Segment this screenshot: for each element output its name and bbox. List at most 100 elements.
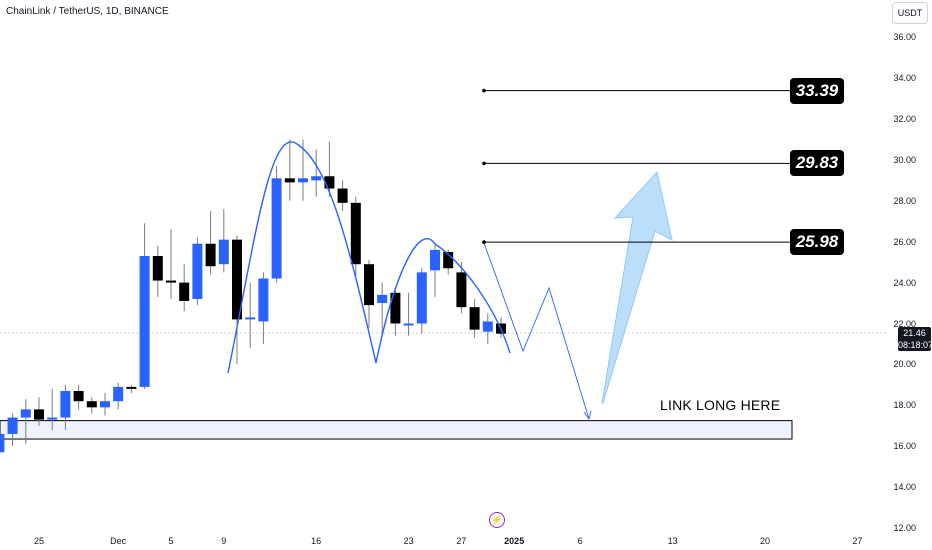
candle-body bbox=[73, 390, 84, 402]
candle-body bbox=[179, 282, 190, 302]
projected-path bbox=[483, 242, 590, 420]
candle-body bbox=[100, 401, 110, 408]
candle-body bbox=[0, 433, 5, 453]
candle-body bbox=[152, 256, 163, 281]
cup-left-curve bbox=[227, 141, 377, 374]
candle bbox=[205, 211, 216, 275]
y-axis-tick: 22.00 bbox=[893, 318, 916, 329]
candle bbox=[311, 149, 322, 197]
candle-body bbox=[192, 243, 203, 299]
candle-body bbox=[126, 386, 137, 389]
x-axis-tick: 27 bbox=[456, 536, 467, 546]
target-label: 25.98 bbox=[790, 229, 844, 256]
candle-body bbox=[443, 251, 454, 269]
bar-countdown: 08:18:07 bbox=[898, 340, 932, 350]
candle bbox=[337, 180, 348, 212]
y-axis-tick: 20.00 bbox=[893, 359, 916, 370]
candle bbox=[258, 272, 269, 344]
chart-title: ChainLink / TetherUS, 1D, BINANCE bbox=[6, 6, 169, 17]
x-axis-tick: 27 bbox=[852, 536, 863, 546]
candle-body bbox=[390, 292, 401, 324]
candle-body bbox=[271, 178, 282, 279]
support-zone bbox=[0, 420, 793, 440]
x-axis-tick: 25 bbox=[33, 536, 45, 546]
candle bbox=[100, 393, 110, 416]
y-axis-tick: 26.00 bbox=[893, 236, 916, 247]
candle bbox=[232, 235, 242, 365]
currency-selector[interactable]: USDT bbox=[892, 2, 928, 24]
candle-body bbox=[456, 272, 467, 308]
candle-body bbox=[430, 249, 440, 271]
long-arrow bbox=[601, 170, 673, 404]
lightning-icon[interactable]: ⚡ bbox=[489, 512, 505, 528]
y-axis-tick: 12.00 bbox=[893, 523, 916, 533]
candle bbox=[377, 282, 388, 334]
candle bbox=[20, 399, 31, 445]
candle-body bbox=[469, 307, 480, 330]
candle-body bbox=[47, 417, 58, 420]
candle-body bbox=[482, 321, 493, 332]
candle bbox=[284, 139, 295, 201]
candle bbox=[364, 260, 374, 328]
y-axis-tick: 18.00 bbox=[893, 400, 916, 411]
candle-body bbox=[166, 280, 176, 283]
x-axis-tick: Dec bbox=[110, 536, 127, 546]
candle bbox=[245, 282, 256, 349]
candle bbox=[166, 229, 176, 299]
current-price-tag: 21.46 08:18:07 bbox=[898, 327, 932, 351]
x-axis-tick: 13 bbox=[667, 536, 678, 546]
y-axis-tick: 24.00 bbox=[893, 277, 916, 288]
candle-body bbox=[34, 409, 44, 420]
x-axis-tick: 23 bbox=[403, 536, 414, 546]
candle bbox=[390, 290, 401, 336]
candle-body bbox=[7, 417, 18, 434]
candle-body bbox=[245, 317, 256, 320]
candle bbox=[218, 208, 229, 273]
candle-body bbox=[205, 243, 216, 267]
target-label: 33.39 bbox=[790, 77, 844, 104]
candle bbox=[298, 139, 308, 201]
candle-body bbox=[337, 188, 348, 203]
y-axis-tick: 28.00 bbox=[893, 195, 916, 206]
x-axis-tick: 9 bbox=[221, 536, 227, 546]
candle bbox=[403, 292, 414, 336]
candle-body bbox=[60, 390, 71, 418]
candle bbox=[482, 313, 493, 344]
projected-path-arrowhead bbox=[583, 410, 592, 421]
long-annotation: LINK LONG HERE bbox=[660, 397, 781, 413]
candle bbox=[0, 433, 5, 453]
candle bbox=[139, 223, 150, 389]
candle bbox=[192, 237, 203, 306]
candle-body bbox=[20, 409, 31, 418]
target-line-dot bbox=[482, 88, 486, 93]
candle bbox=[271, 166, 282, 283]
candle bbox=[47, 388, 58, 430]
x-axis-tick: 16 bbox=[311, 536, 322, 546]
candle-body bbox=[311, 176, 322, 181]
candle-body bbox=[364, 264, 374, 306]
y-axis-tick: 30.00 bbox=[893, 154, 916, 165]
target-line-dot bbox=[482, 240, 486, 244]
x-axis-tick: 5 bbox=[168, 536, 174, 546]
candle bbox=[113, 382, 124, 410]
y-axis-tick: 34.00 bbox=[893, 73, 916, 84]
candle bbox=[126, 384, 137, 394]
candle bbox=[34, 397, 44, 426]
candle-body bbox=[377, 294, 388, 304]
candle-body bbox=[218, 239, 229, 265]
candle-body bbox=[324, 176, 335, 189]
candle-body bbox=[350, 202, 361, 265]
y-axis-tick: 14.00 bbox=[893, 482, 916, 493]
candle-body bbox=[86, 401, 97, 408]
candle bbox=[469, 298, 480, 338]
target-label: 29.83 bbox=[790, 150, 844, 177]
candle bbox=[73, 384, 84, 410]
candle bbox=[456, 262, 467, 314]
candle bbox=[416, 268, 427, 334]
target-line-dot bbox=[482, 161, 486, 166]
candle bbox=[350, 196, 361, 277]
candle-body bbox=[113, 386, 124, 402]
candle bbox=[152, 245, 163, 297]
candle bbox=[7, 413, 18, 447]
